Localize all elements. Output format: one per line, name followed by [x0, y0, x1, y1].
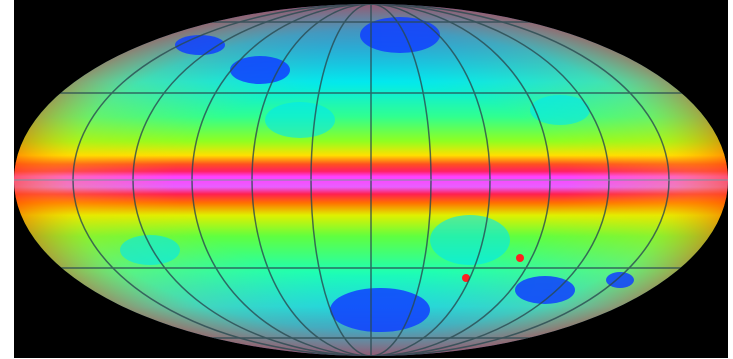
cold-regions [175, 17, 634, 332]
sky [14, 4, 728, 356]
cool-regions [120, 95, 590, 265]
hot-spots [462, 254, 524, 282]
